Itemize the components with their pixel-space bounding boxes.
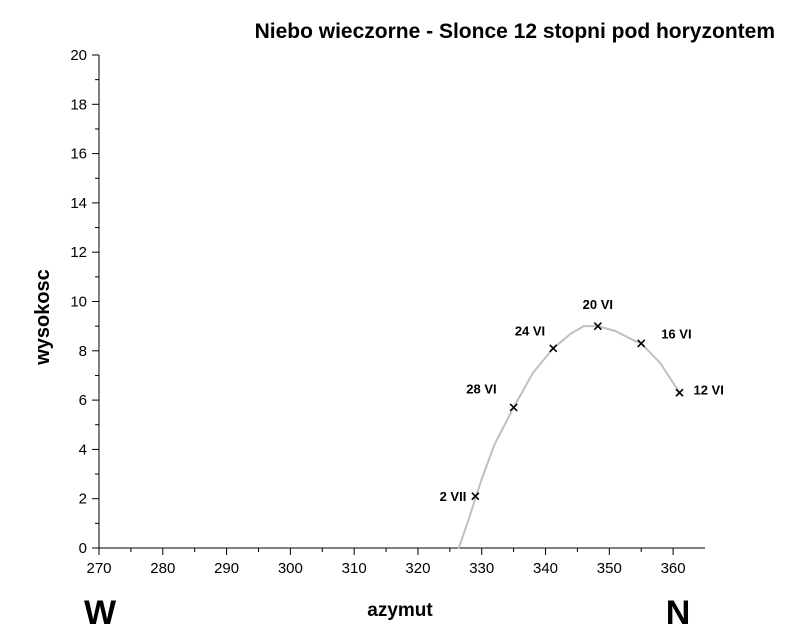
x-tick-label: 340 bbox=[533, 560, 558, 577]
point-marker bbox=[593, 322, 602, 331]
chart-title: Niebo wieczorne - Slonce 12 stopni pod h… bbox=[255, 20, 775, 43]
y-tick-label: 20 bbox=[70, 47, 87, 64]
x-tick-label: 330 bbox=[469, 560, 494, 577]
point-marker bbox=[509, 403, 518, 412]
y-tick-label: 12 bbox=[70, 244, 87, 261]
point-marker bbox=[471, 492, 480, 501]
x-tick-label: 320 bbox=[405, 560, 430, 577]
x-tick-label: 270 bbox=[86, 560, 111, 577]
y-tick-label: 0 bbox=[79, 540, 87, 557]
series-line bbox=[457, 325, 681, 549]
x-tick-label: 360 bbox=[661, 560, 686, 577]
x-axis-label: azymut bbox=[367, 600, 433, 621]
point-label: 16 VI bbox=[661, 326, 691, 341]
compass-north-label: N bbox=[666, 594, 691, 632]
x-tick-label: 300 bbox=[278, 560, 303, 577]
point-label: 20 VI bbox=[583, 297, 613, 312]
point-label: 2 VII bbox=[440, 489, 467, 504]
x-tick-label: 290 bbox=[214, 560, 239, 577]
x-tick-label: 350 bbox=[597, 560, 622, 577]
y-tick-label: 10 bbox=[70, 294, 87, 311]
series-layer bbox=[457, 325, 681, 549]
axes: 0 2 4 6 8 10 12 14 16 18 20 270 280 290 300 310 320 330 34… bbox=[70, 47, 705, 577]
point-marker bbox=[637, 339, 646, 348]
point-label: 12 VI bbox=[693, 383, 723, 398]
x-tick-label: 310 bbox=[342, 560, 367, 577]
y-tick-label: 8 bbox=[79, 343, 87, 360]
y-tick-label: 4 bbox=[79, 441, 87, 458]
y-axis-label: wysokosc bbox=[32, 269, 54, 366]
y-tick-label: 2 bbox=[79, 491, 87, 508]
point-marker bbox=[675, 388, 684, 397]
point-label: 28 VI bbox=[466, 381, 496, 396]
point-marker bbox=[549, 344, 558, 353]
markers-layer: 2 VII 28 VI 24 VI 20 VI 16 VI 12 VI bbox=[440, 297, 724, 504]
y-tick-label: 18 bbox=[70, 96, 87, 113]
compass-west-label: W bbox=[84, 594, 117, 632]
x-tick-label: 280 bbox=[150, 560, 175, 577]
y-tick-label: 14 bbox=[70, 195, 87, 212]
y-tick-label: 6 bbox=[79, 392, 87, 409]
point-label: 24 VI bbox=[515, 323, 545, 338]
y-tick-label: 16 bbox=[70, 146, 87, 163]
